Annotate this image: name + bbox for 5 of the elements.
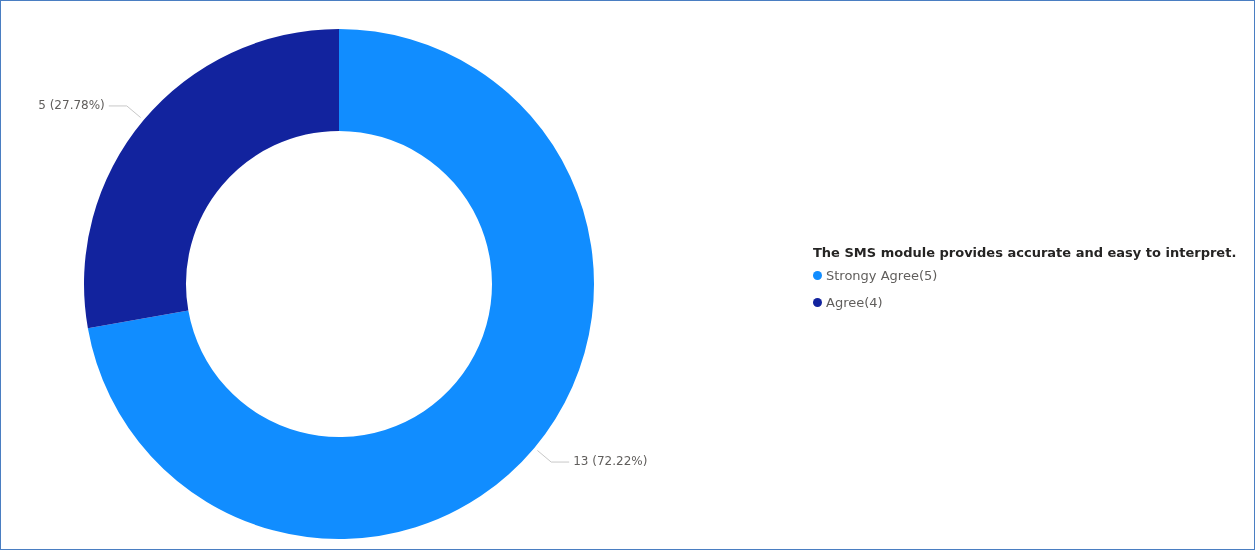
data-label: 13 (72.22%) (573, 454, 648, 469)
legend-label: Agree(4) (826, 295, 883, 310)
data-label: 5 (27.78%) (38, 98, 105, 113)
legend-title: The SMS module provides accurate and easy to interpret. (813, 245, 1237, 260)
legend-label: Strongy Agree(5) (826, 268, 938, 283)
